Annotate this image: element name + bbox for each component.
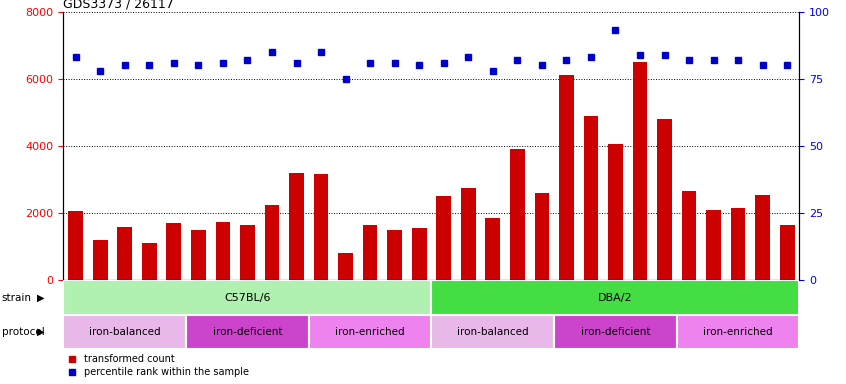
- Bar: [338, 253, 353, 280]
- Bar: [731, 208, 745, 280]
- Bar: [191, 230, 206, 280]
- Bar: [608, 144, 623, 280]
- Text: ▶: ▶: [37, 327, 45, 337]
- Bar: [706, 210, 721, 280]
- Bar: [142, 243, 157, 280]
- Bar: [412, 228, 426, 280]
- Text: GDS3373 / 26117: GDS3373 / 26117: [63, 0, 174, 10]
- Text: C57BL/6: C57BL/6: [224, 293, 271, 303]
- Text: strain: strain: [2, 293, 31, 303]
- Bar: [363, 225, 377, 280]
- Bar: [240, 225, 255, 280]
- Text: iron-balanced: iron-balanced: [89, 327, 161, 337]
- Bar: [486, 218, 500, 280]
- Bar: [63, 315, 186, 349]
- Bar: [289, 173, 304, 280]
- Bar: [69, 212, 83, 280]
- Legend: transformed count, percentile rank within the sample: transformed count, percentile rank withi…: [69, 354, 249, 377]
- Bar: [216, 222, 230, 280]
- Text: iron-balanced: iron-balanced: [457, 327, 529, 337]
- Bar: [780, 225, 794, 280]
- Bar: [265, 205, 279, 280]
- Bar: [510, 149, 525, 280]
- Bar: [63, 280, 431, 315]
- Text: DBA/2: DBA/2: [598, 293, 633, 303]
- Bar: [461, 188, 475, 280]
- Text: ▶: ▶: [37, 293, 45, 303]
- Text: iron-deficient: iron-deficient: [212, 327, 283, 337]
- Text: iron-enriched: iron-enriched: [335, 327, 405, 337]
- Bar: [584, 116, 598, 280]
- Bar: [309, 315, 431, 349]
- Bar: [437, 196, 451, 280]
- Bar: [755, 195, 770, 280]
- Bar: [657, 119, 672, 280]
- Bar: [431, 315, 554, 349]
- Text: iron-deficient: iron-deficient: [580, 327, 651, 337]
- Bar: [431, 280, 799, 315]
- Bar: [554, 315, 677, 349]
- Bar: [314, 174, 328, 280]
- Bar: [682, 191, 696, 280]
- Bar: [387, 230, 402, 280]
- Bar: [186, 315, 309, 349]
- Bar: [118, 227, 132, 280]
- Bar: [677, 315, 799, 349]
- Text: protocol: protocol: [2, 327, 45, 337]
- Bar: [535, 193, 549, 280]
- Bar: [559, 75, 574, 280]
- Text: iron-enriched: iron-enriched: [703, 327, 773, 337]
- Bar: [633, 62, 647, 280]
- Bar: [167, 223, 181, 280]
- Bar: [93, 240, 107, 280]
